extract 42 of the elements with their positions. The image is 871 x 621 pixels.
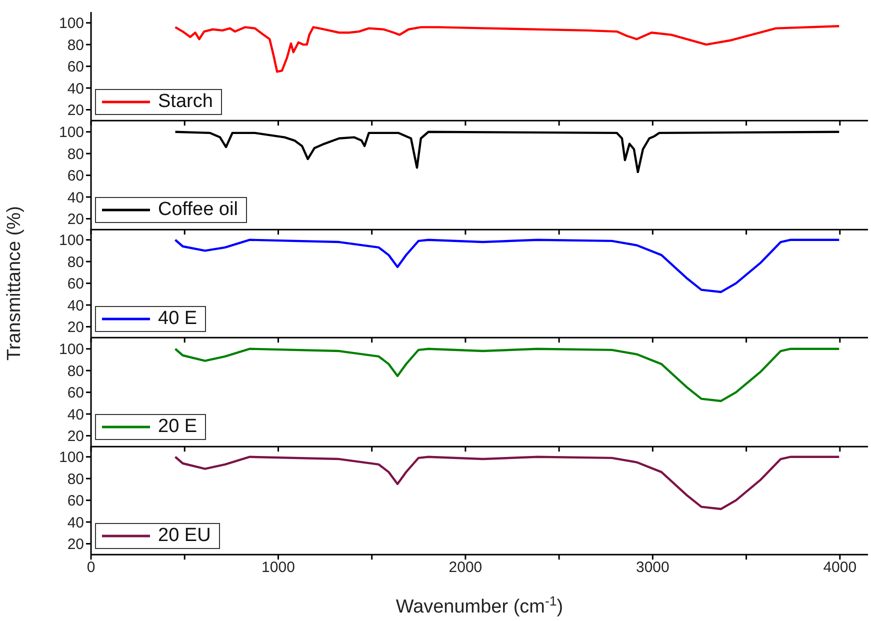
line-series <box>174 25 840 73</box>
y-tick-label: 80 <box>67 36 84 54</box>
y-axis-title: Transmittance (%) <box>4 206 26 361</box>
y-tick-label: 20 <box>67 536 84 554</box>
y-tick-label: 80 <box>67 471 84 488</box>
x-axis-title: Wavenumber (cm$^{-1}$) <box>396 593 564 618</box>
y-tick-label: 80 <box>67 362 84 380</box>
x-tick-label: 0 <box>86 560 96 577</box>
y-tick-label: 20 <box>67 428 84 445</box>
y-tick-label: 100 <box>59 15 84 32</box>
x-tick-label: 1000 <box>262 560 295 577</box>
line-series <box>174 348 840 402</box>
y-tick-label: 100 <box>59 340 84 358</box>
legend-label: 20 E <box>158 416 198 438</box>
legend-label: 20 EU <box>158 524 211 547</box>
y-tick-label: 40 <box>67 188 84 206</box>
y-tick-label: 20 <box>67 319 84 336</box>
y-tick-label: 60 <box>67 493 84 510</box>
y-tick-label: 60 <box>67 167 84 184</box>
y-tick-label: 80 <box>67 145 84 162</box>
y-tick-label: 80 <box>67 254 84 272</box>
line-series <box>174 130 840 173</box>
y-tick-label: 100 <box>58 450 84 467</box>
y-tick-label: 20 <box>67 102 84 120</box>
y-tick-label: 60 <box>67 58 84 76</box>
legend-label: Starch <box>158 90 213 113</box>
y-tick-label: 20 <box>67 210 84 228</box>
line-series <box>174 238 840 294</box>
y-tick-label: 60 <box>67 276 84 293</box>
legend-label: 40 E <box>158 308 198 330</box>
x-tick-label: 3000 <box>636 560 670 577</box>
y-tick-label: 40 <box>67 80 84 98</box>
y-tick-label: 100 <box>59 124 84 141</box>
y-tick-label: 40 <box>67 514 84 532</box>
y-tick-label: 40 <box>67 298 84 315</box>
y-tick-label: 100 <box>59 232 84 250</box>
x-tick-label: 4000 <box>823 560 857 577</box>
legend-label: Coffee oil <box>158 199 238 222</box>
y-tick-label: 60 <box>67 384 84 402</box>
line-series <box>174 456 840 510</box>
y-tick-label: 40 <box>67 406 84 424</box>
x-tick-label: 2000 <box>448 560 482 577</box>
